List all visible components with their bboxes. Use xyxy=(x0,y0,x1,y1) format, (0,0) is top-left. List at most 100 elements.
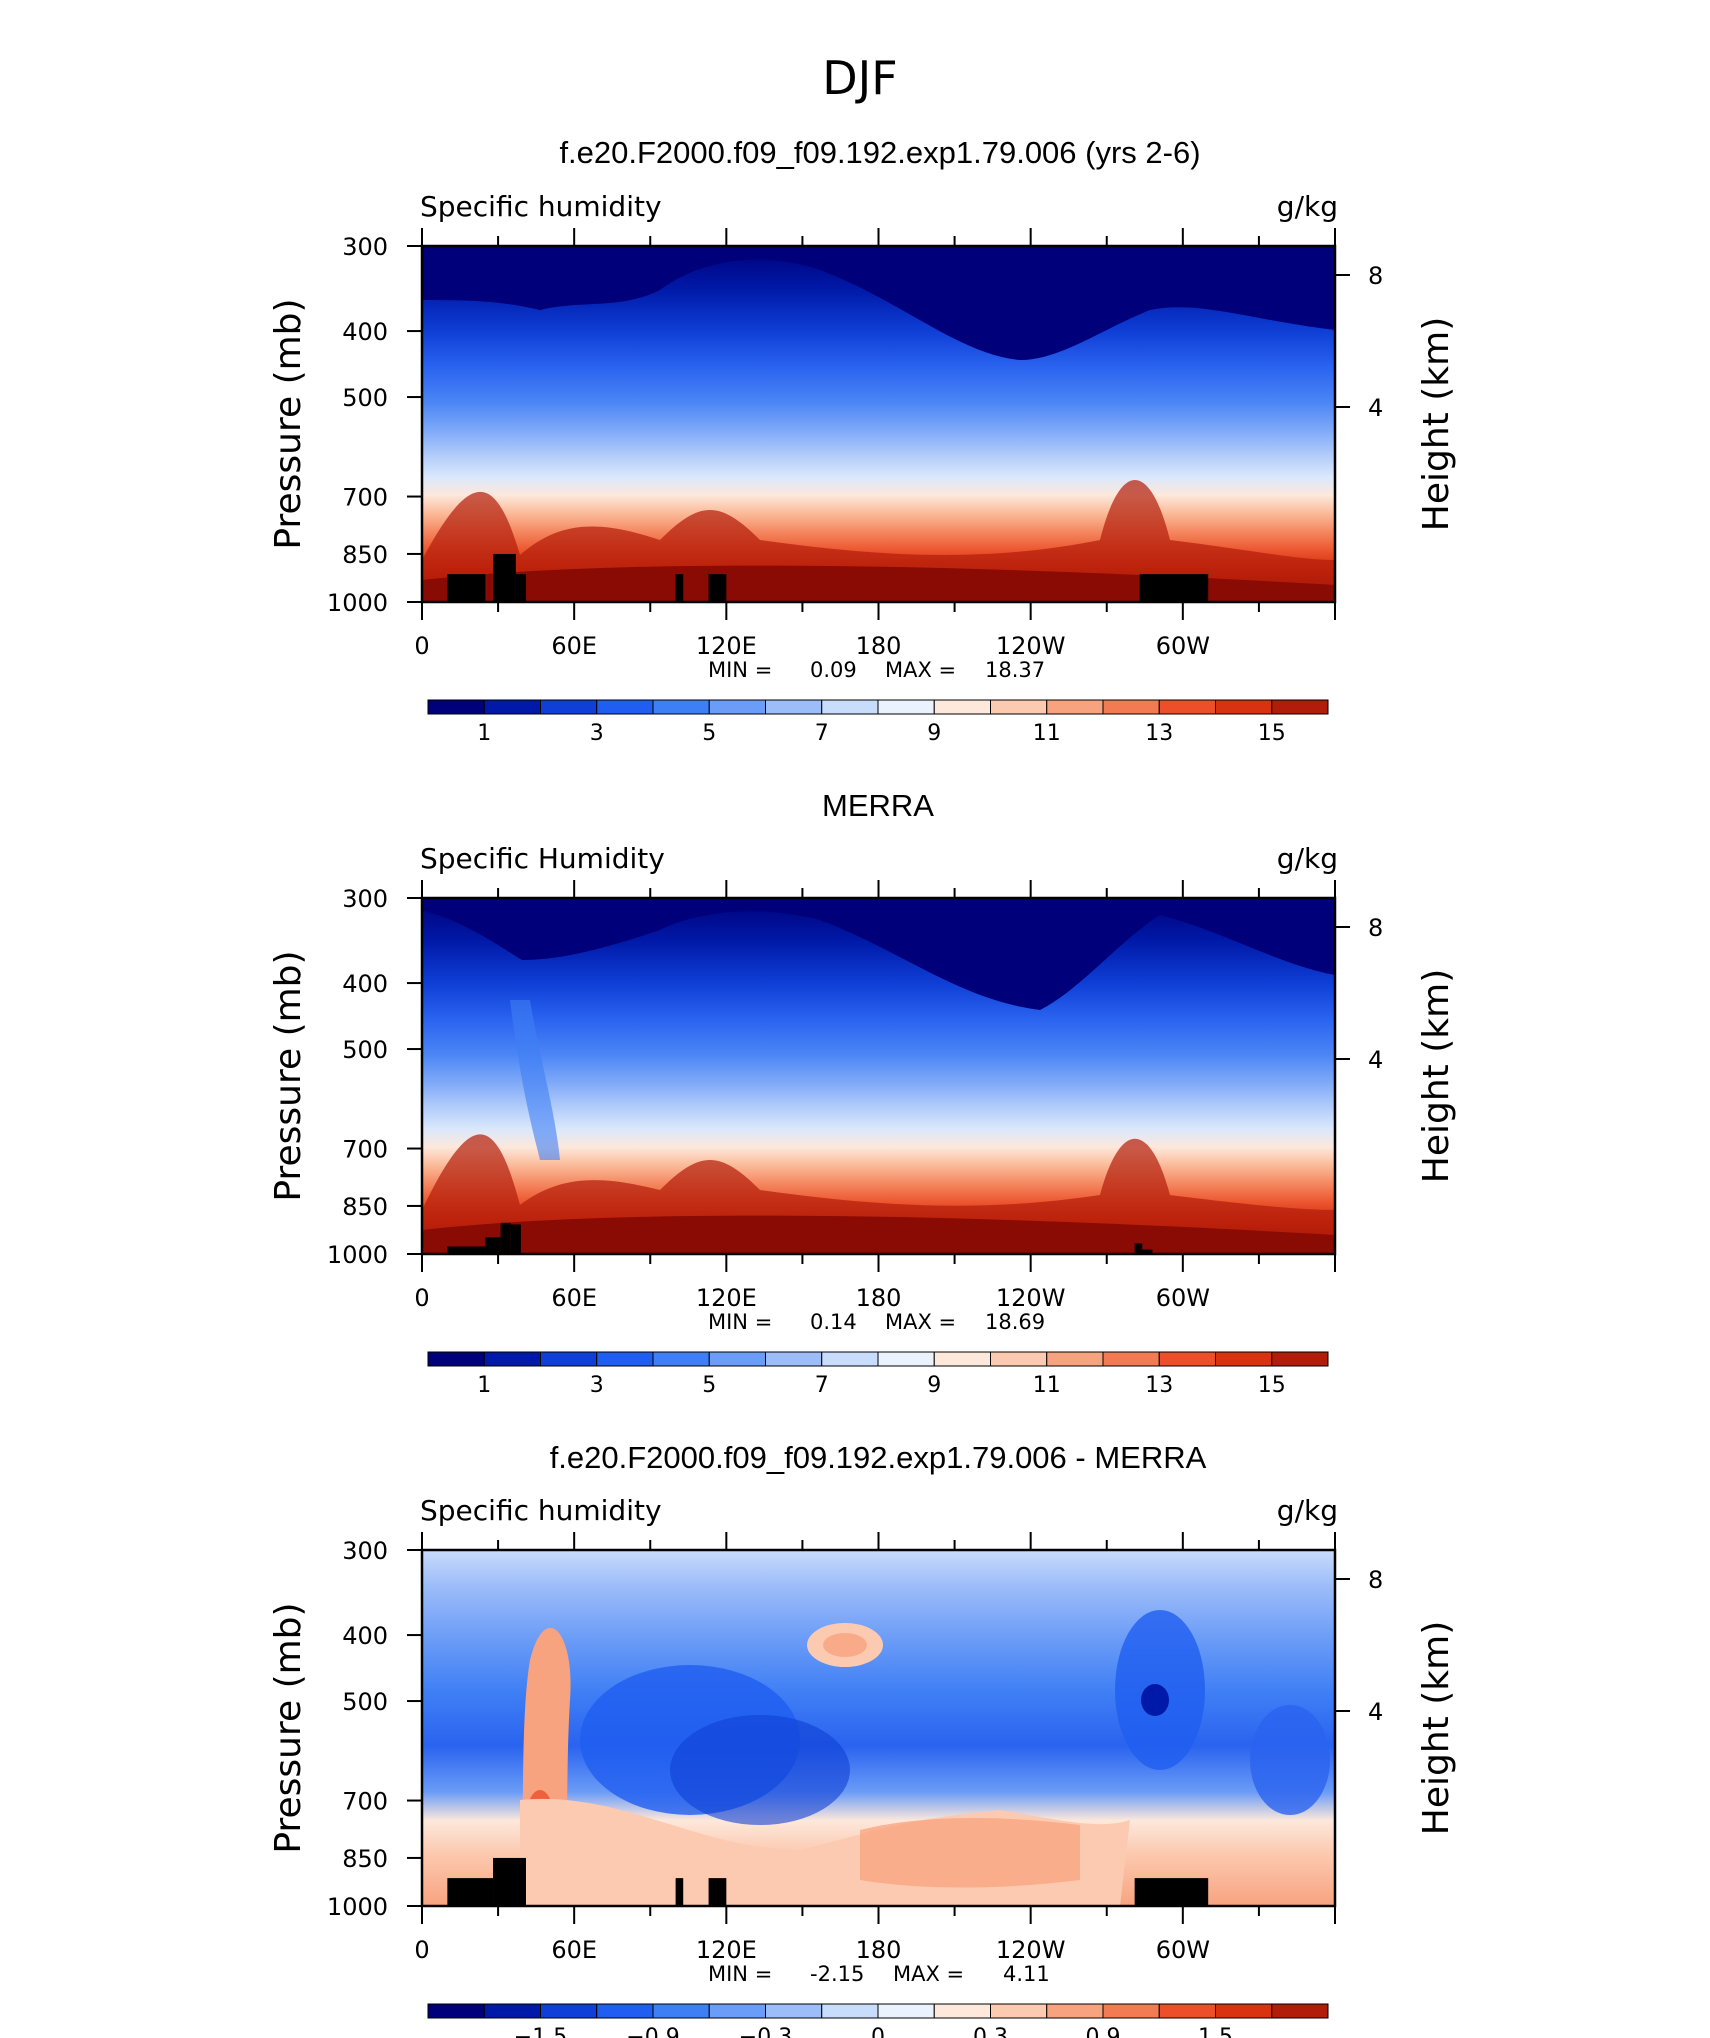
min-value: 0.14 xyxy=(810,1310,857,1334)
dry-intrusion xyxy=(510,1000,560,1160)
terrain-block xyxy=(1134,1878,1209,1906)
colorbar-swatch xyxy=(1102,2003,1160,2019)
y-axis-left: 300 400 500 700 850 1000 xyxy=(327,1537,422,1921)
colorbar-swatch xyxy=(1271,699,1329,715)
colorbar-swatch xyxy=(1046,1351,1104,1367)
colorbar-label: 0.9 xyxy=(1086,2025,1121,2038)
colorbar-label: −0.9 xyxy=(626,2025,679,2038)
dry-bias-region xyxy=(1250,1705,1330,1815)
colorbar-swatch xyxy=(933,2003,991,2019)
colorbar: −1.5 −0.9 −0.3 0 0.3 0.9 1.5 xyxy=(427,2003,1329,2038)
y-axis-right: 8 4 xyxy=(1335,262,1383,422)
colorbar-swatch xyxy=(652,699,710,715)
plot-area xyxy=(422,898,1335,1254)
y-right-tick-label: 8 xyxy=(1368,1566,1383,1594)
colorbar-swatch xyxy=(1102,1351,1160,1367)
min-label: MIN = xyxy=(708,1310,772,1334)
y-tick-label: 500 xyxy=(342,384,388,412)
colorbar-label: 1 xyxy=(477,1373,491,1398)
y-tick-label: 850 xyxy=(342,1845,388,1873)
terrain-block xyxy=(1134,1243,1143,1254)
panel-difference: f.e20.F2000.f09_f09.192.exp1.79.006 - ME… xyxy=(268,1440,1457,2038)
colorbar-swatch xyxy=(765,1351,823,1367)
terrain-block xyxy=(447,574,486,602)
colorbar-swatch xyxy=(1215,1351,1273,1367)
terrain-block xyxy=(500,1222,511,1254)
units-label: g/kg xyxy=(1277,1494,1338,1527)
max-value: 4.11 xyxy=(1003,1962,1050,1986)
y-tick-label: 400 xyxy=(342,1622,388,1650)
colorbar-swatch xyxy=(1158,2003,1216,2019)
colorbar-swatch xyxy=(1271,1351,1329,1367)
dry-bias-core xyxy=(670,1715,850,1825)
terrain-block xyxy=(447,1246,486,1254)
colorbar-swatch xyxy=(540,699,598,715)
y-axis-label: Pressure (mb) xyxy=(268,298,309,549)
max-label: MAX = xyxy=(885,658,956,682)
colorbar-swatch xyxy=(427,1351,485,1367)
colorbar-swatch xyxy=(1102,699,1160,715)
y-tick-label: 1000 xyxy=(327,589,388,617)
colorbar-swatch xyxy=(933,699,991,715)
terrain-block xyxy=(515,574,526,602)
y-right-tick-label: 8 xyxy=(1368,914,1383,942)
colorbar: 1 3 5 7 9 11 13 15 xyxy=(427,699,1329,746)
terrain-block xyxy=(675,574,684,602)
colorbar-swatch xyxy=(1046,699,1104,715)
moist-bias-core xyxy=(823,1633,867,1657)
x-tick-label: 60W xyxy=(1156,1936,1210,1964)
colorbar-swatch xyxy=(483,2003,541,2019)
x-tick-label: 120W xyxy=(996,1284,1066,1312)
terrain-block xyxy=(1139,574,1209,602)
colorbar-swatch xyxy=(652,2003,710,2019)
y-tick-label: 700 xyxy=(342,484,388,512)
y-tick-label: 850 xyxy=(342,541,388,569)
colorbar-label: 7 xyxy=(815,1373,829,1398)
moist-boundary-core xyxy=(860,1818,1080,1888)
colorbar-swatch xyxy=(427,699,485,715)
y-axis-right: 8 4 xyxy=(1335,914,1383,1074)
x-tick-label: 60W xyxy=(1156,1284,1210,1312)
colorbar: 1 3 5 7 9 11 13 15 xyxy=(427,1351,1329,1398)
colorbar-swatch xyxy=(821,2003,879,2019)
y-right-tick-label: 4 xyxy=(1368,1046,1383,1074)
y-tick-label: 700 xyxy=(342,1788,388,1816)
colorbar-swatch xyxy=(990,699,1048,715)
y-tick-label: 400 xyxy=(342,970,388,998)
colorbar-swatch xyxy=(596,699,654,715)
colorbar-swatch xyxy=(483,699,541,715)
colorbar-swatch xyxy=(821,1351,879,1367)
max-value: 18.69 xyxy=(985,1310,1045,1334)
y-tick-label: 700 xyxy=(342,1136,388,1164)
x-tick-label: 0 xyxy=(414,1284,429,1312)
colorbar-swatch xyxy=(427,2003,485,2019)
colorbar-label: 13 xyxy=(1145,1373,1173,1398)
y-right-tick-label: 4 xyxy=(1368,394,1383,422)
x-tick-label: 120E xyxy=(696,1284,757,1312)
panel-title: MERRA xyxy=(822,788,934,823)
colorbar-swatch xyxy=(990,1351,1048,1367)
x-axis: 0 60E 120E 180 120W 60W xyxy=(414,228,1336,660)
y-axis-label: Pressure (mb) xyxy=(268,950,309,1201)
upper-dry-region xyxy=(422,898,1335,1010)
colorbar-swatch xyxy=(877,699,935,715)
x-axis: 0 60E 120E 180 120W 60W xyxy=(414,880,1336,1312)
x-tick-label: 0 xyxy=(414,1936,429,1964)
y-axis-label: Pressure (mb) xyxy=(268,1602,309,1853)
y-tick-label: 300 xyxy=(342,1537,388,1565)
x-tick-label: 180 xyxy=(856,632,902,660)
terrain-block xyxy=(708,1878,727,1906)
min-label: MIN = xyxy=(708,658,772,682)
y-right-tick-label: 8 xyxy=(1368,262,1383,290)
colorbar-label: 11 xyxy=(1033,721,1061,746)
colorbar-swatch xyxy=(1158,699,1216,715)
y-tick-label: 1000 xyxy=(327,1893,388,1921)
dry-bias-core xyxy=(1141,1684,1169,1716)
terrain-block xyxy=(1142,1249,1153,1254)
units-label: g/kg xyxy=(1277,842,1338,875)
colorbar-label: −1.5 xyxy=(514,2025,567,2038)
panel-merra: MERRA Specific Humidity g/kg 30040050070… xyxy=(268,788,1457,1398)
x-tick-label: 60E xyxy=(551,1284,597,1312)
colorbar-swatch xyxy=(596,2003,654,2019)
